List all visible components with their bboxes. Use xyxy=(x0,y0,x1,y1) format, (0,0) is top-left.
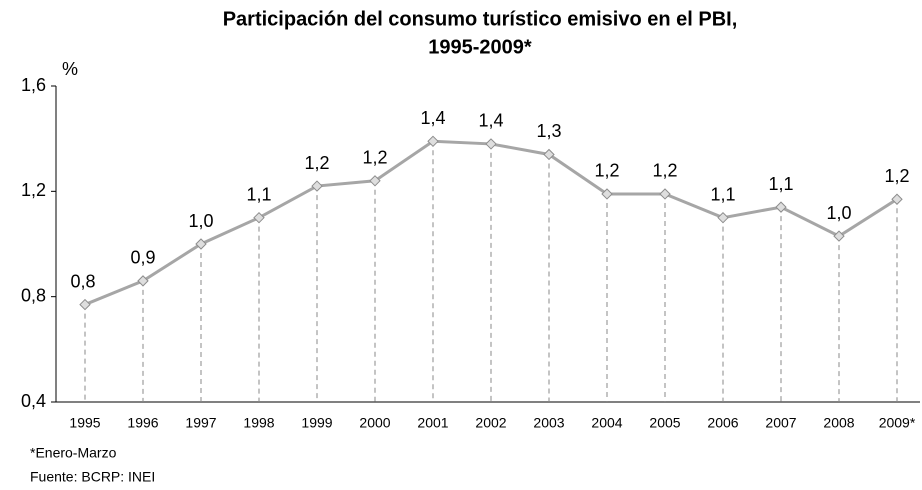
data-label: 1,2 xyxy=(884,166,909,186)
data-label: 1,1 xyxy=(710,184,735,204)
y-tick-label: 0,8 xyxy=(21,285,46,305)
data-label: 0,9 xyxy=(130,248,155,268)
x-tick-label: 1997 xyxy=(185,415,216,431)
data-label: 1,4 xyxy=(478,111,503,131)
data-label: 1,3 xyxy=(536,121,561,141)
marker xyxy=(311,180,323,192)
marker xyxy=(775,201,787,213)
data-label: 1,0 xyxy=(826,203,851,223)
data-label: 0,8 xyxy=(70,271,95,291)
data-label: 1,2 xyxy=(304,153,329,173)
marker xyxy=(137,275,149,287)
x-tick-label: 2000 xyxy=(359,415,390,431)
marker xyxy=(195,238,207,250)
x-tick-label: 1999 xyxy=(301,415,332,431)
data-label: 1,2 xyxy=(652,161,677,181)
marker xyxy=(717,211,729,224)
x-tick-label: 2003 xyxy=(533,415,564,431)
chart-title: 1995-2009* xyxy=(428,36,532,58)
data-label: 1,2 xyxy=(362,148,387,168)
data-label: 1,1 xyxy=(246,184,271,204)
marker xyxy=(253,211,265,224)
x-tick-label: 2007 xyxy=(765,415,796,431)
x-tick-label: 1996 xyxy=(127,415,158,431)
marker xyxy=(891,193,903,205)
marker xyxy=(601,188,613,200)
x-tick-label: 2009* xyxy=(879,415,916,431)
y-axis-label: % xyxy=(62,59,78,79)
note: Fuente: BCRP: INEI xyxy=(30,469,155,485)
x-tick-label: 1995 xyxy=(69,415,100,431)
data-label: 1,0 xyxy=(188,211,213,231)
data-label: 1,1 xyxy=(768,174,793,194)
x-tick-label: 2006 xyxy=(707,415,738,431)
y-tick-label: 0,4 xyxy=(21,391,46,411)
x-tick-label: 2001 xyxy=(417,415,448,431)
y-tick-label: 1,2 xyxy=(21,180,46,200)
marker xyxy=(485,138,497,150)
marker xyxy=(543,148,555,161)
x-tick-label: 2008 xyxy=(823,415,854,431)
marker xyxy=(659,188,671,200)
x-tick-label: 2004 xyxy=(591,415,622,431)
chart-title: Participación del consumo turístico emis… xyxy=(223,8,738,30)
marker xyxy=(427,135,439,148)
marker xyxy=(369,175,381,187)
marker xyxy=(833,230,845,242)
y-tick-label: 1,6 xyxy=(21,75,46,95)
data-label: 1,2 xyxy=(594,161,619,181)
data-label: 1,4 xyxy=(420,108,445,128)
marker xyxy=(79,298,91,311)
x-tick-label: 2005 xyxy=(649,415,680,431)
x-tick-label: 1998 xyxy=(243,415,274,431)
note: *Enero-Marzo xyxy=(30,445,117,461)
x-tick-label: 2002 xyxy=(475,415,506,431)
